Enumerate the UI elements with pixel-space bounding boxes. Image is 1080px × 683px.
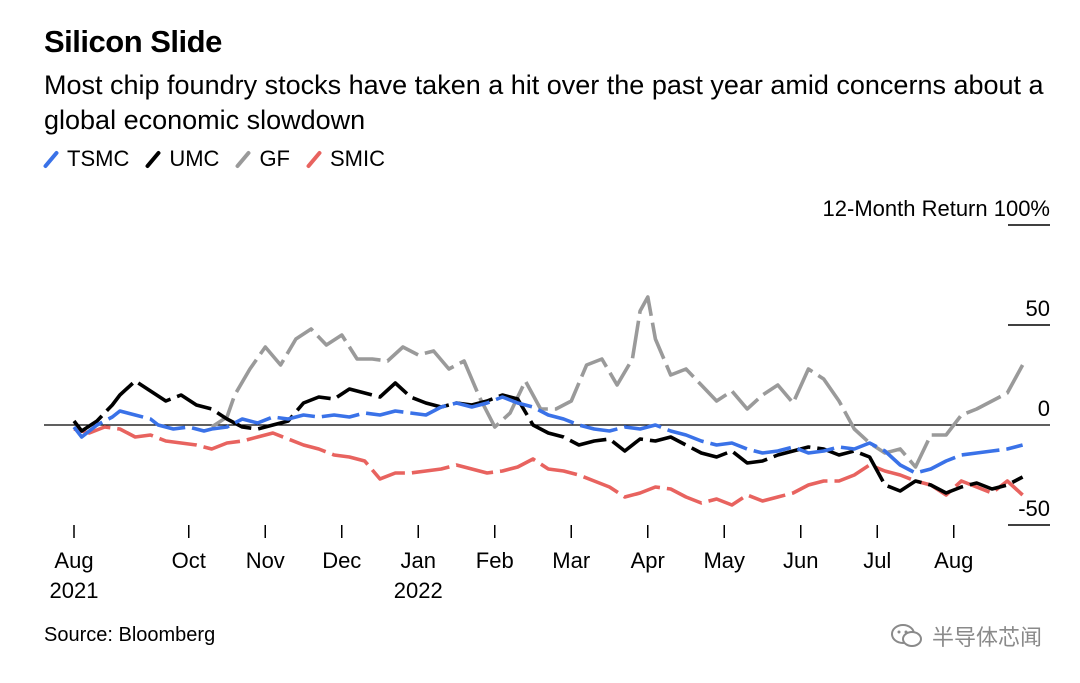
x-tick-label: Mar (552, 548, 590, 573)
legend-item-umc: UMC (145, 146, 220, 172)
x-tick-label: Aug (54, 548, 93, 573)
y-tick-label: 50 (1026, 296, 1050, 321)
y-tick-label: -50 (1018, 496, 1050, 521)
x-tick-label: Dec (322, 548, 361, 573)
x-tick-label: Feb (476, 548, 514, 573)
legend-item-tsmc: TSMC (42, 146, 130, 172)
x-tick-label: Oct (172, 548, 206, 573)
series-line-umc (72, 379, 1024, 495)
x-tick-label: Aug (934, 548, 973, 573)
y-tick-label: 12-Month Return 100% (823, 196, 1050, 221)
wechat-icon (890, 624, 922, 647)
legend: TSMC UMC GF SMIC (42, 146, 402, 172)
x-tick-label: Jun (783, 548, 818, 573)
watermark-text: 半导体芯闻 (931, 625, 1042, 650)
legend-label-gf: GF (259, 146, 290, 171)
x-tick-sublabel: 2021 (50, 578, 99, 603)
watermark: 半导体芯闻 (890, 620, 1042, 652)
x-tick-label: Apr (631, 548, 665, 573)
series-line-smic (73, 425, 1024, 507)
chart-title: Silicon Slide (44, 24, 222, 59)
legend-label-tsmc: TSMC (67, 146, 130, 171)
chart-subtitle: Most chip foundry stocks have taken a hi… (44, 70, 1044, 135)
x-tick-label: Jan (401, 548, 436, 573)
legend-item-gf: GF (235, 146, 290, 172)
series-line-gf (210, 295, 1025, 469)
source-note: Source: Bloomberg (44, 624, 216, 646)
legend-label-smic: SMIC (330, 146, 385, 171)
series-line-tsmc (72, 395, 1024, 475)
y-tick-label: 0 (1038, 396, 1050, 421)
x-tick-label: Nov (246, 548, 285, 573)
x-tick-sublabel: 2022 (394, 578, 443, 603)
x-tick-label: May (703, 548, 745, 573)
legend-label-umc: UMC (169, 146, 220, 171)
x-tick-label: Jul (863, 548, 891, 573)
legend-item-smic: SMIC (305, 146, 385, 172)
